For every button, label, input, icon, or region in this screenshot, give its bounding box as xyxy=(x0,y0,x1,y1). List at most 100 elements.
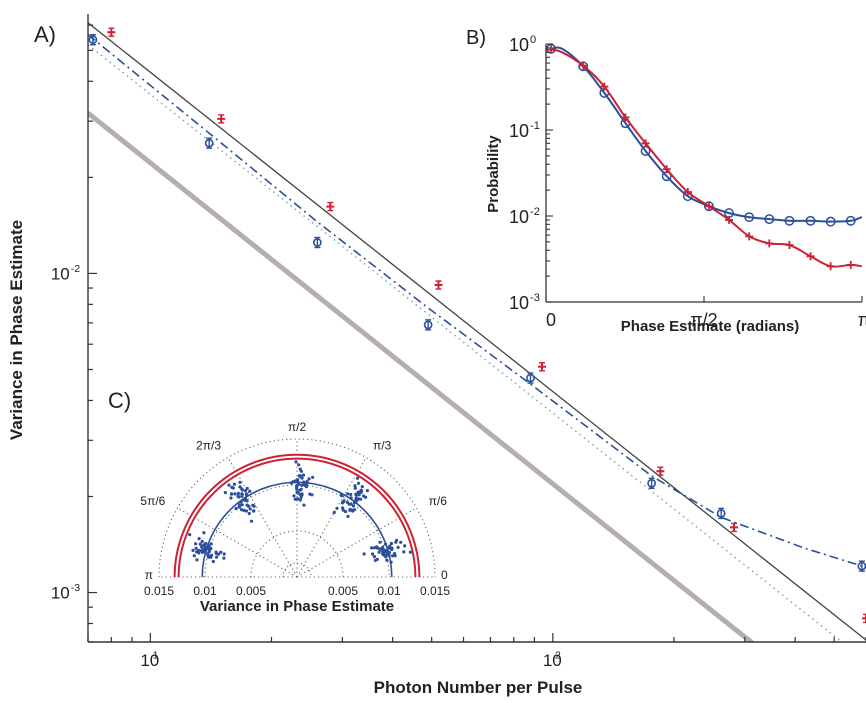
panel-c-angle-label-3: π/3 xyxy=(373,438,392,452)
panel-b-y-tick-label-3: 10 -2 xyxy=(509,206,540,227)
panel-c-cluster-5-point-6 xyxy=(385,558,389,562)
panel-a-x-tick-label-2: 102 xyxy=(543,649,562,670)
panel-a-series-1-point-1-symbol xyxy=(107,28,116,37)
panel-c-cluster-2-point-45 xyxy=(242,498,246,502)
panel-c-cluster-5-point-33 xyxy=(378,547,382,551)
panel-a-series-2-point-1-symbol xyxy=(88,35,98,45)
panel-c-cluster-1-point-36 xyxy=(209,553,214,558)
panel-c-grid-ring-1 xyxy=(250,530,344,578)
panel-a-y-tick-label-1-base: 10 xyxy=(51,584,70,603)
panel-c-angle-label-4: π/2 xyxy=(288,420,307,434)
panel-b-y-tick-label-4: 10 -3 xyxy=(509,292,540,313)
panel-a-series-1-point-5-symbol xyxy=(538,362,547,371)
panel-c-cluster-5-point-42 xyxy=(375,545,379,549)
panel-c-cluster-3-point-29 xyxy=(300,476,304,480)
panel-c-cluster-3-point-38 xyxy=(297,482,301,486)
panel-c-cluster-5-point-40 xyxy=(390,547,394,552)
panel-a-x-tick-label-1-exponent: 1 xyxy=(153,649,159,661)
panel-c-cluster-2-point-20 xyxy=(248,507,252,511)
panel-b-series-1-point-15 xyxy=(825,216,836,227)
panel-c-cluster-3-point-46 xyxy=(292,494,296,498)
panel-c-cluster-4-point-36 xyxy=(354,498,358,502)
panel-a-series-1-point-7 xyxy=(730,522,739,533)
panel-c-cluster-4-point-41 xyxy=(346,514,350,519)
panel-c: C) 0 π/6 π/3 π/2 2π/3 5π/6 π 0.015 0.01 0.005 0.00… xyxy=(108,388,450,615)
panel-a-y-tick-label-2: 10 -2 xyxy=(51,263,80,284)
panel-b: B) 10 010 -110 -210 -30 π/2 π Phase Estimate (… xyxy=(466,14,866,344)
panel-c-cluster-4-point-29 xyxy=(344,510,348,514)
panel-c-cluster-1-point-41 xyxy=(195,558,199,562)
panel-c-cluster-4-point-46 xyxy=(335,506,339,510)
panel-c-cluster-5-point-21 xyxy=(384,555,388,559)
panel-a-series-2-point-2 xyxy=(204,137,214,149)
panel-c-cluster-2-point-12 xyxy=(244,509,248,513)
panel-c-cluster-1 xyxy=(188,531,226,564)
panel-c-cluster-4-point-18 xyxy=(364,495,368,499)
panel-c-cluster-4-point-13 xyxy=(360,485,364,489)
panel-c-cluster-4-point-6 xyxy=(332,510,336,515)
panel-c-cluster-1-point-13 xyxy=(199,549,203,553)
panel-a-series-2-point-4-symbol xyxy=(423,320,433,330)
panel-a-series-1-point-7-symbol xyxy=(730,523,739,532)
panel-c-cluster-5-point-32 xyxy=(391,554,395,558)
panel-a-series-2-point-8-symbol xyxy=(857,561,866,571)
panel-c-cluster-5-point-5 xyxy=(384,542,388,546)
panel-c-cluster-1-point-32 xyxy=(194,546,198,550)
panel-c-grid-ring-2 xyxy=(204,484,390,578)
panel-a-series-2-point-5-symbol xyxy=(526,373,535,383)
panel-c-cluster-4-point-27 xyxy=(341,506,345,510)
panel-c-cluster-2-point-16 xyxy=(248,489,252,493)
panel-c-cluster-2-point-4 xyxy=(245,486,249,490)
panel-a-series-2-point-6 xyxy=(647,477,657,489)
panel-c-cluster-2-point-38 xyxy=(249,519,254,523)
panel-c-cluster-5-point-35 xyxy=(370,546,374,550)
panel-c-cluster-4-point-32 xyxy=(349,502,353,506)
panel-c-cluster-2-point-29 xyxy=(229,496,233,500)
panel-b-x-tick-label-3: π xyxy=(858,310,866,330)
panel-c-cluster-1-point-43 xyxy=(207,545,211,549)
panel-c-cluster-2-point-43 xyxy=(245,499,249,503)
panel-c-cluster-1-point-42 xyxy=(202,550,207,554)
panel-c-cluster-3-point-35 xyxy=(293,497,297,501)
panel-c-cluster-1-point-9 xyxy=(197,537,201,541)
panel-b-y-tick-label-1: 10 0 xyxy=(509,34,536,55)
panel-a-series-2-point-7 xyxy=(716,507,726,520)
panel-c-angle-label-1: 0 xyxy=(441,568,448,582)
panel-c-cluster-4-point-30 xyxy=(354,492,358,496)
panel-a-series-2-point-3 xyxy=(312,236,322,249)
panel-c-cluster-3-point-13 xyxy=(298,498,302,502)
panel-a-y-tick-label-2-exponent: -2 xyxy=(71,263,81,275)
panel-c-cluster-1-point-35 xyxy=(209,542,213,546)
panel-c-cluster-2-point-39 xyxy=(237,495,241,499)
panel-a-y-tick-label-1-exponent: -3 xyxy=(71,582,81,594)
panel-c-cluster-5-point-39 xyxy=(375,557,379,561)
panel-c-cluster-1-point-44 xyxy=(211,559,215,564)
panel-c-grid-spoke-3 xyxy=(296,457,367,578)
panel-a-series-1-point-6-symbol xyxy=(656,467,665,476)
panel-c-cluster-3-point-27 xyxy=(298,493,303,497)
panel-a-series-1-point-2-symbol xyxy=(217,114,226,123)
panel-c-grid-spoke-2 xyxy=(296,507,417,578)
panel-c-cluster-4-point-25 xyxy=(357,493,361,497)
panel-a-series-1-point-3 xyxy=(326,201,335,212)
panel-c-cluster-2-point-44 xyxy=(252,509,256,513)
panel-a-x-axis-label: Photon Number per Pulse xyxy=(374,678,583,697)
panel-c-cluster-5-point-9 xyxy=(389,560,393,564)
panel-c-cluster-4-point-22 xyxy=(350,508,354,512)
panel-b-series-2-point-3 xyxy=(579,61,588,70)
panel-b-series-2-point-15 xyxy=(826,262,835,271)
panel-c-cluster-2-point-2 xyxy=(243,489,248,493)
panel-c-cluster-1-point-16 xyxy=(203,545,207,549)
panel-c-cluster-3-point-39 xyxy=(305,479,309,484)
panel-c-cluster-2-point-6 xyxy=(245,494,249,498)
panel-c-cluster-4-point-4 xyxy=(351,504,356,508)
panel-c-cluster-1-point-27 xyxy=(207,550,211,554)
panel-c-cluster-5-point-17 xyxy=(396,545,400,550)
panel-a-series-2-point-6-symbol xyxy=(647,478,657,488)
panel-a-series-1-point-3-symbol xyxy=(326,202,335,211)
panel-c-cluster-5-point-41 xyxy=(399,540,403,544)
panel-a-line-solid xyxy=(88,22,866,641)
panel-b-series-1-point-11 xyxy=(744,212,755,223)
panel-a-label: A) xyxy=(34,22,56,47)
panel-c-angle-label-7: π xyxy=(145,568,153,582)
